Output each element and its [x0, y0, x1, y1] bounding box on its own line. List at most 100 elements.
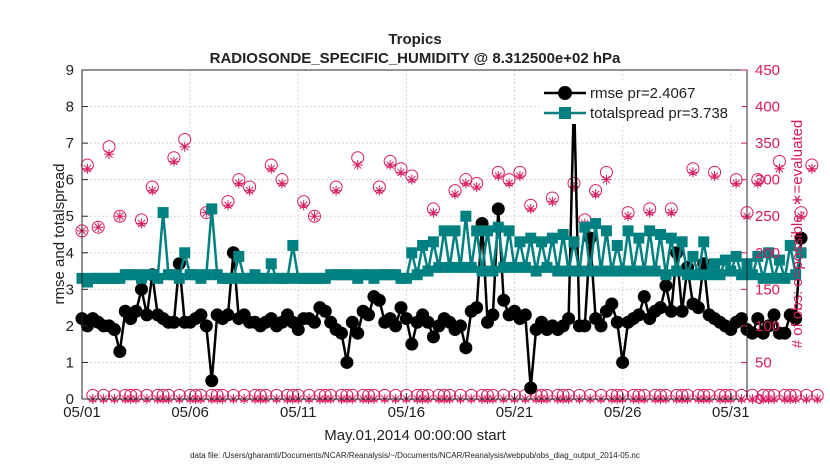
y-tick-label-right: 100: [755, 318, 780, 335]
rmse-point: [307, 315, 321, 329]
evaluated-obs-marker: [644, 207, 655, 218]
rmse-point: [113, 344, 127, 358]
evaluated-obs-marker: [352, 160, 363, 171]
legend: rmse pr=2.4067 totalspread pr=3.738: [540, 80, 742, 124]
totalspread-point: [200, 269, 212, 281]
x-tick-label: 05/26: [604, 404, 642, 421]
rmse-point: [389, 319, 403, 333]
rmse-point: [345, 315, 359, 329]
rmse-point: [562, 312, 576, 326]
rmse-point: [470, 301, 484, 315]
y-tick-label-left: 4: [66, 245, 74, 262]
legend-rmse-label: rmse pr=2.4067: [590, 85, 695, 102]
totalspread-point: [260, 272, 272, 284]
evaluated-obs-marker: [244, 185, 255, 196]
totalspread-point: [665, 232, 677, 244]
totalspread-point: [687, 250, 699, 262]
evaluated-obs-marker: [147, 185, 158, 196]
rmse-point: [751, 312, 765, 326]
rmse-point: [789, 312, 803, 326]
totalspread-point: [703, 269, 715, 281]
evaluated-obs-marker: [758, 394, 769, 404]
rmse-point: [453, 319, 467, 333]
evaluated-obs-marker: [104, 149, 115, 160]
rmse-point: [399, 312, 413, 326]
rmse-point: [735, 312, 749, 326]
evaluated-obs-marker: [450, 189, 461, 200]
rmse-point: [340, 355, 354, 369]
rmse-point: [421, 315, 435, 329]
left-axis-ticks: 0 1 2 3 4 5 6 7 8 9: [66, 62, 88, 408]
evaluated-obs-marker: [812, 394, 823, 404]
y-tick-label-right: 150: [755, 281, 780, 298]
totalspread-point: [595, 265, 607, 277]
evaluated-obs-marker: [687, 167, 698, 178]
evaluated-obs-marker: [731, 178, 742, 189]
evaluated-obs-marker: [763, 394, 774, 404]
y-tick-label-left: 2: [66, 318, 74, 335]
x-tick-label: 05/11: [280, 404, 316, 421]
rmse-point: [497, 293, 511, 307]
totalspread-point: [790, 269, 802, 281]
totalspread-point: [763, 247, 775, 259]
rmse-point: [524, 381, 538, 395]
rmse-point: [140, 308, 154, 322]
evaluated-obs-marker: [790, 394, 801, 404]
evaluated-obs-marker: [331, 185, 342, 196]
rmse-point: [394, 301, 408, 315]
rmse-point: [616, 355, 630, 369]
right-axis-ticks: 0 50 100 150 200 250 300 350 400 450: [741, 62, 780, 408]
totalspread-point: [768, 272, 780, 284]
rmse-point: [762, 319, 776, 333]
totalspread-point: [611, 239, 623, 251]
totalspread-point: [736, 269, 748, 281]
evaluated-obs-marker: [525, 203, 536, 214]
totalspread-point: [525, 232, 537, 244]
evaluated-obs-marker: [222, 200, 233, 211]
totalspread-point: [563, 265, 575, 277]
totalspread-point: [633, 232, 645, 244]
totalspread-point: [579, 221, 591, 233]
y-tick-label-left: 0: [66, 391, 74, 408]
y-tick-label-right: 0: [755, 391, 763, 408]
y-tick-label-left: 7: [66, 135, 74, 152]
totalspread-point: [476, 265, 488, 277]
evaluated-obs-marker: [309, 211, 320, 222]
evaluated-obs-marker: [493, 171, 504, 182]
x-tick-label: 05/01: [63, 404, 101, 421]
totalspread-point: [606, 265, 618, 277]
evaluated-obs-marker: [796, 211, 807, 222]
totalspread-point: [487, 265, 499, 277]
totalspread-point: [417, 239, 429, 251]
totalspread-point: [454, 261, 466, 273]
totalspread-point: [465, 261, 477, 273]
evaluated-obs-marker: [601, 174, 612, 185]
totalspread-point: [492, 221, 504, 233]
rmse-point: [767, 308, 781, 322]
totalspread-point: [179, 247, 191, 259]
evaluated-obs-marker: [460, 178, 471, 189]
totalspread-point: [449, 225, 461, 237]
rmse-point: [610, 315, 624, 329]
rmse-point: [318, 304, 332, 318]
totalspread-point: [649, 265, 661, 277]
rmse-point: [107, 323, 121, 337]
totalspread-point: [784, 239, 796, 251]
totalspread-point: [471, 225, 483, 237]
totalspread-point: [552, 265, 564, 277]
rmse-point: [659, 279, 673, 293]
legend-rmse-marker: [558, 86, 572, 100]
evaluated-obs-marker: [168, 156, 179, 167]
evaluated-obs-marker: [82, 163, 93, 174]
evaluated-obs-marker: [623, 211, 634, 222]
possible-obs-marker: [307, 209, 321, 223]
x-tick-label: 05/16: [388, 404, 426, 421]
totalspread-point: [173, 272, 185, 284]
y-tick-label-right: 450: [755, 62, 780, 79]
y-tick-label-left: 5: [66, 208, 74, 225]
totalspread-point: [427, 236, 439, 248]
evaluated-obs-marker: [374, 185, 385, 196]
chart-title: Tropics: [388, 31, 441, 48]
evaluated-obs-marker: [568, 181, 579, 192]
